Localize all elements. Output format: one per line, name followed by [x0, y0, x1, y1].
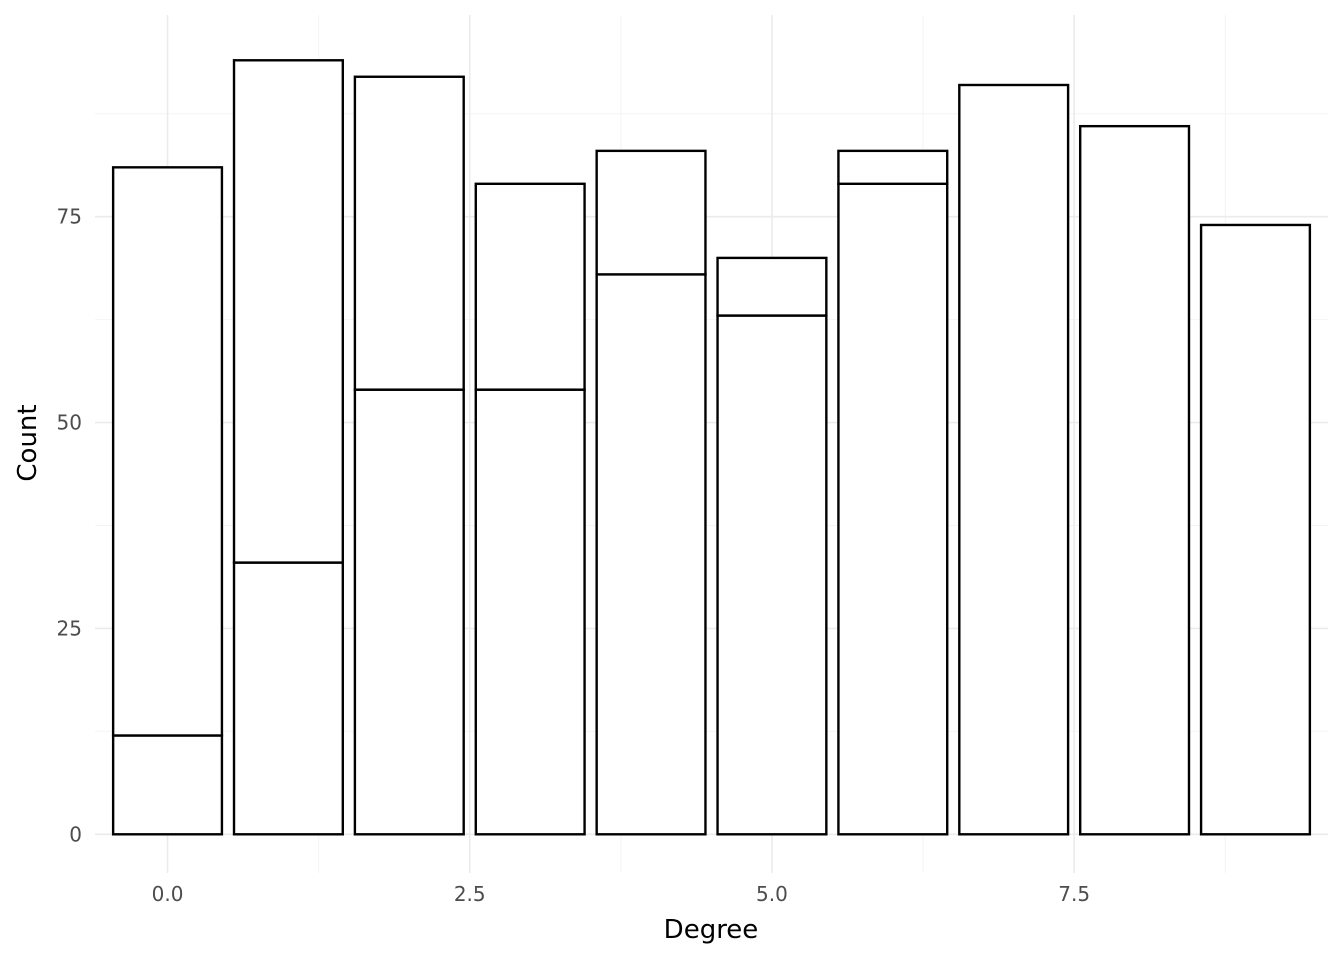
- bar-segment: [595, 149, 707, 276]
- x-tick-label: 2.5: [454, 882, 486, 906]
- x-axis-title: Degree: [664, 915, 759, 945]
- bar-segment: [1078, 124, 1191, 836]
- bar-segment: [837, 149, 949, 186]
- y-tick-label: 0: [69, 822, 82, 846]
- bar-segment: [232, 561, 345, 836]
- bar-segment: [595, 273, 707, 836]
- bar-segment: [474, 388, 586, 836]
- bar-segment: [474, 182, 586, 391]
- bar-segment: [353, 75, 465, 391]
- bar-segment: [353, 388, 465, 836]
- x-tick-label: 7.5: [1058, 882, 1090, 906]
- tick-labels: 0.0 2.5 5.0 7.5 0 25 50 75: [57, 205, 1091, 906]
- bar-segment: [232, 59, 345, 564]
- bars: [111, 59, 1312, 836]
- bar-segment: [837, 182, 949, 836]
- bar-segment: [716, 314, 828, 836]
- y-tick-label: 50: [57, 411, 82, 435]
- bar-segment: [958, 83, 1070, 836]
- y-axis-title: Count: [13, 404, 43, 481]
- bar-segment: [111, 166, 224, 737]
- bar-segment: [111, 734, 224, 836]
- bar-segment: [716, 256, 828, 317]
- y-tick-label: 75: [57, 205, 82, 229]
- bar-segment: [1199, 223, 1312, 836]
- x-tick-label: 0.0: [152, 882, 184, 906]
- y-tick-label: 25: [57, 616, 82, 640]
- x-tick-label: 5.0: [756, 882, 788, 906]
